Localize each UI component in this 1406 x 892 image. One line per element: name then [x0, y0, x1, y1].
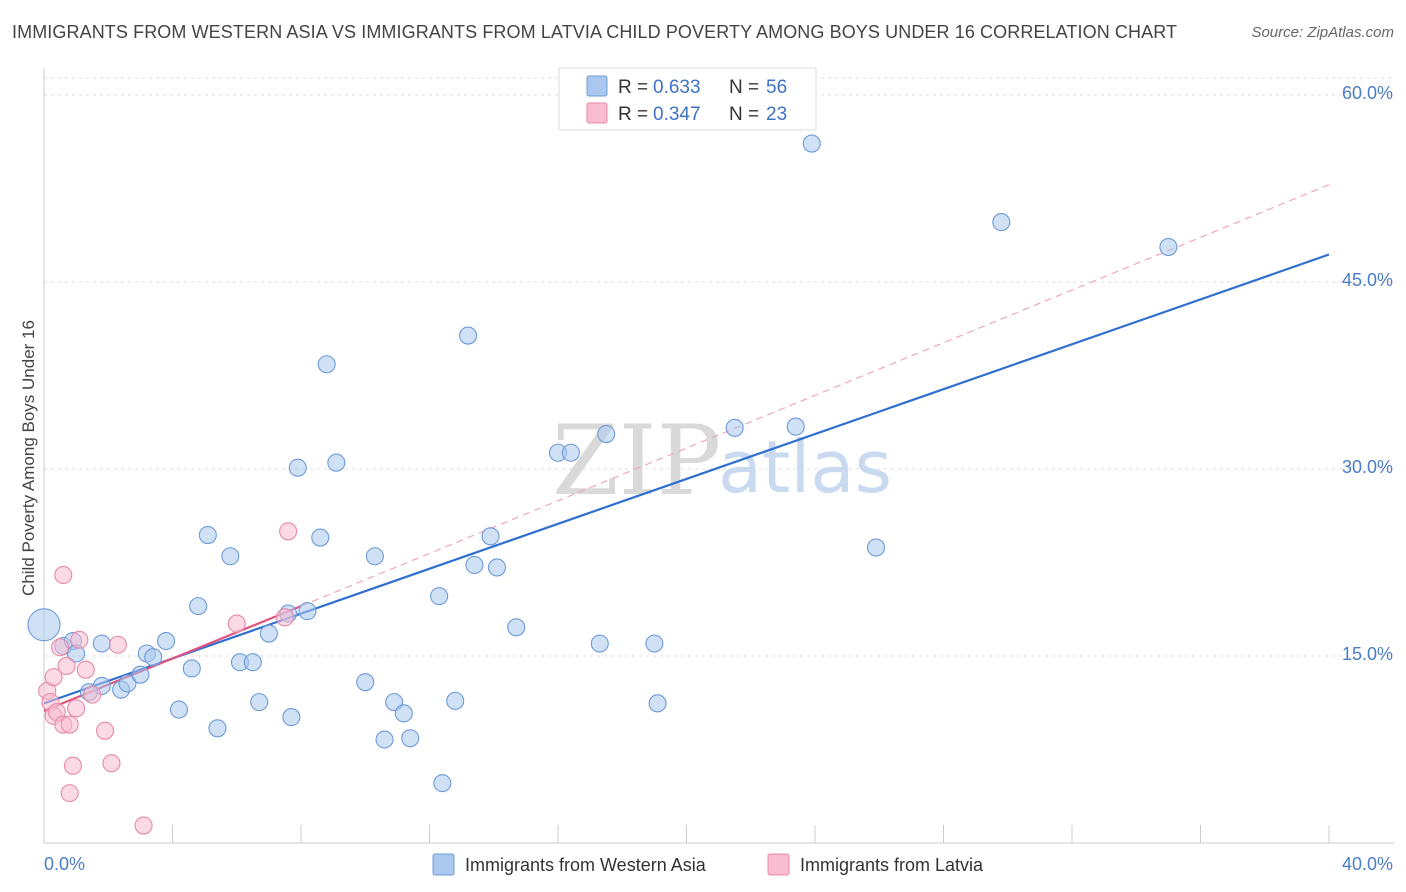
series-legend-label-pink: Immigrants from Latvia [800, 855, 984, 875]
point-western-asia [327, 453, 346, 472]
point-western-asia [118, 674, 137, 693]
point-western-asia [365, 547, 384, 566]
legend-n-label-2: N = [729, 104, 759, 125]
point-western-asia [487, 558, 507, 577]
correlation-legend: R = 0.633 N = 56 R = 0.347 N = 23 [558, 67, 817, 131]
point-latvia [227, 614, 246, 633]
point-latvia [83, 685, 102, 704]
point-latvia [76, 660, 95, 679]
trend-line-latvia-extrapolated [300, 184, 1330, 607]
point-western-asia [992, 213, 1011, 232]
point-western-asia [317, 355, 336, 374]
point-western-asia [282, 708, 301, 727]
y-axis-label: Child Poverty Among Boys Under 16 [19, 320, 38, 596]
grid-layer [44, 77, 1394, 657]
watermark-zip: ZIP [552, 405, 721, 517]
point-western-asia [465, 555, 484, 575]
y-tick-label: 15.0% [1342, 644, 1393, 664]
point-western-asia [507, 618, 526, 637]
point-latvia [95, 721, 115, 740]
point-western-asia [481, 527, 500, 546]
point-western-asia [725, 418, 744, 437]
watermark-atlas: atlas [718, 425, 892, 509]
point-latvia [108, 635, 127, 654]
point-western-asia [243, 653, 262, 672]
point-western-asia [169, 700, 188, 719]
point-latvia [63, 756, 82, 775]
point-western-asia [590, 634, 609, 653]
legend-r-value-2: 0.347 [653, 104, 701, 125]
point-latvia [275, 608, 294, 627]
point-western-asia [288, 458, 307, 477]
point-latvia [70, 630, 89, 649]
point-western-asia [866, 538, 886, 557]
series-legend: Immigrants from Western Asia Immigrants … [432, 853, 984, 876]
point-western-asia [802, 134, 821, 153]
point-western-asia [92, 634, 111, 653]
legend-n-label-1: N = [729, 77, 759, 98]
point-western-asia [208, 719, 227, 738]
series-legend-swatch-blue [432, 853, 455, 876]
chart-title: IMMIGRANTS FROM WESTERN ASIA VS IMMIGRAN… [12, 22, 1178, 42]
legend-n-value-2: 23 [766, 104, 787, 125]
point-western-asia [458, 326, 478, 345]
y-tick-label: 60.0% [1342, 83, 1393, 103]
point-western-asia [198, 525, 217, 545]
point-latvia [57, 656, 76, 676]
series-legend-label-blue: Immigrants from Western Asia [465, 855, 707, 875]
point-western-asia [250, 693, 269, 712]
point-western-asia [298, 602, 317, 621]
axes-layer: 15.0% 30.0% 45.0% 60.0% 0.0% 40.0% [43, 68, 1394, 874]
x-tick-label-min: 0.0% [44, 854, 85, 874]
y-tick-label: 30.0% [1342, 457, 1393, 477]
point-western-asia [356, 673, 375, 692]
point-western-asia [786, 417, 805, 436]
point-western-asia [182, 659, 201, 678]
point-latvia [102, 754, 121, 773]
point-latvia [60, 784, 79, 803]
point-western-asia [131, 665, 150, 684]
point-western-asia [645, 634, 664, 653]
legend-r-label-2: R = [618, 104, 648, 125]
trend-line-western-asia [43, 253, 1330, 705]
point-latvia [279, 522, 298, 541]
legend-swatch-pink [586, 102, 608, 124]
point-western-asia [446, 691, 465, 710]
point-western-asia [157, 631, 176, 651]
point-latvia [44, 668, 63, 687]
point-western-asia [375, 730, 394, 749]
point-latvia [54, 565, 73, 584]
x-tick-label-max: 40.0% [1342, 854, 1393, 874]
point-western-asia [561, 443, 580, 462]
y-tick-label: 45.0% [1342, 270, 1393, 290]
point-western-asia [1159, 237, 1178, 257]
point-latvia [134, 816, 153, 835]
point-western-asia [144, 648, 163, 667]
point-western-asia [597, 425, 616, 444]
point-latvia [51, 638, 70, 657]
point-western-asia [259, 624, 278, 643]
point-western-asia [430, 587, 449, 606]
legend-r-label-1: R = [618, 77, 648, 98]
point-western-asia [433, 774, 452, 793]
point-western-asia [189, 597, 208, 616]
point-western-asia [401, 729, 420, 748]
point-western-asia [394, 704, 413, 723]
series-legend-swatch-pink [767, 853, 790, 876]
point-latvia [60, 715, 79, 734]
watermark: ZIP atlas [552, 405, 892, 517]
legend-r-value-1: 0.633 [653, 77, 701, 98]
point-western-asia [221, 547, 240, 566]
point-western-asia [311, 528, 330, 547]
point-western-asia [648, 694, 667, 713]
point-western-asia [27, 608, 61, 642]
points-layer [27, 134, 1178, 835]
point-latvia [67, 699, 86, 718]
source-credit: Source: ZipAtlas.com [1251, 24, 1394, 41]
legend-swatch-blue [586, 75, 608, 97]
legend-n-value-1: 56 [766, 77, 787, 98]
